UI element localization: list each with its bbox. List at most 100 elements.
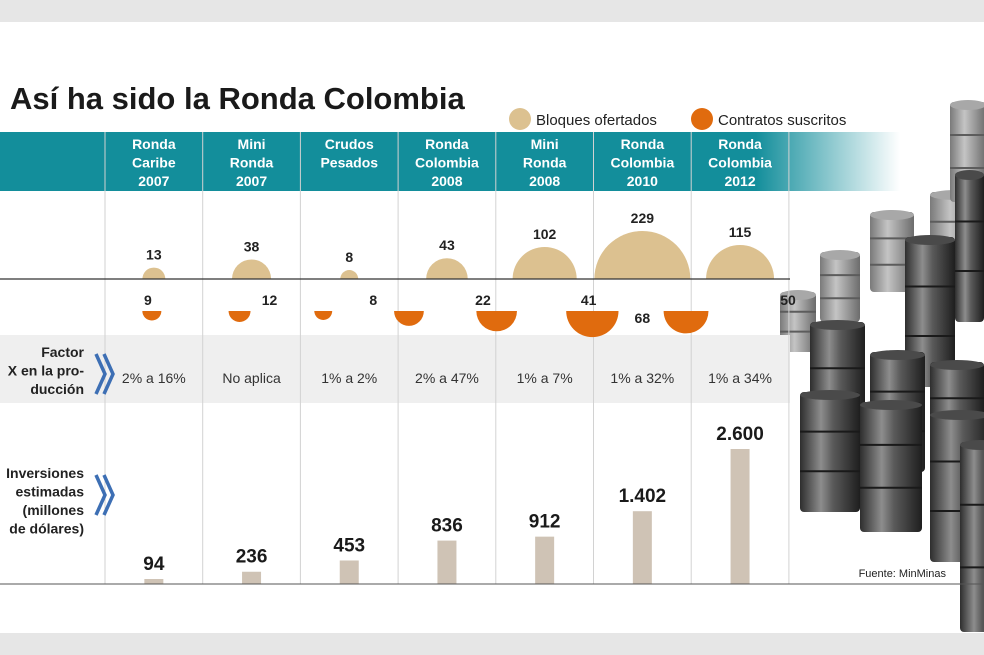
row-labels: Factor X en la pro-ducción Inversiones esti… bbox=[6, 344, 115, 537]
bubble-contratos-value: 9 bbox=[144, 292, 152, 308]
oil-barrel bbox=[955, 172, 984, 322]
oil-barrel-lid bbox=[930, 360, 984, 370]
bubble-bloques-value: 38 bbox=[244, 238, 260, 254]
factor-value: 1% a 2% bbox=[321, 370, 377, 386]
category-header-line: 2007 bbox=[138, 173, 169, 189]
factor-value: 1% a 32% bbox=[610, 370, 674, 386]
oil-barrel-lid bbox=[960, 440, 984, 450]
category-header: Ronda Colombia 2012 bbox=[708, 136, 772, 189]
oil-barrel-lid bbox=[905, 235, 955, 245]
bubble-bloques-ofertados bbox=[340, 270, 359, 279]
category-header-line: 2007 bbox=[236, 173, 267, 189]
inversiones-label-line: Inversiones bbox=[6, 465, 84, 481]
category-header-line: Ronda bbox=[621, 136, 665, 152]
bubble-bloques-ofertados bbox=[142, 267, 166, 279]
bubble-contratos-suscritos bbox=[566, 311, 619, 338]
factor-value: 1% a 7% bbox=[517, 370, 573, 386]
inversion-value: 836 bbox=[431, 516, 463, 537]
category-header-line: 2008 bbox=[529, 173, 560, 189]
bubble-bloques-ofertados bbox=[594, 231, 691, 279]
inversiones-label-line: estimadas bbox=[16, 484, 85, 500]
oil-barrel-lid bbox=[820, 250, 860, 260]
factor-row: 2% a 16% No aplica 1% a 2% 2% a 47% 1% a 7% 1… bbox=[122, 370, 772, 386]
bubble-contratos-value: 12 bbox=[262, 292, 278, 308]
bubble-bloques-ofertados bbox=[512, 246, 577, 279]
oil-barrel bbox=[820, 252, 860, 322]
category-header: Crudos Pesados bbox=[320, 136, 378, 171]
bubble-bloques-ofertados bbox=[231, 259, 272, 279]
category-header-line: Pesados bbox=[320, 155, 378, 171]
oil-barrel bbox=[800, 392, 860, 512]
source-note: Fuente: MinMinas bbox=[859, 568, 947, 580]
inversion-bar bbox=[144, 579, 164, 584]
legend-swatch-contratos bbox=[691, 108, 713, 130]
bubble-contratos-suscritos bbox=[394, 311, 424, 326]
bubble-contratos-value: 68 bbox=[635, 310, 651, 326]
inversion-value: 912 bbox=[529, 512, 561, 533]
chevron-right-icon bbox=[102, 353, 115, 395]
category-header-line: Ronda bbox=[425, 136, 469, 152]
bubble-bloques-value: 102 bbox=[533, 226, 557, 242]
category-header-line: Colombia bbox=[708, 155, 772, 171]
chevron-right-icon bbox=[102, 474, 115, 516]
oil-barrels-image bbox=[780, 100, 984, 632]
category-header-line: Mini bbox=[531, 136, 559, 152]
legend-label-contratos: Contratos suscritos bbox=[718, 112, 846, 129]
inversion-bar bbox=[535, 536, 555, 584]
bubble-bloques-ofertados bbox=[426, 258, 468, 279]
oil-barrel-lid bbox=[860, 400, 922, 410]
oil-barrel-lid bbox=[955, 170, 984, 180]
infographic: Así ha sido la Ronda Colombia Bloques of… bbox=[0, 22, 984, 633]
category-header-line: Ronda bbox=[523, 155, 567, 171]
bubble-bloques-value: 8 bbox=[345, 249, 353, 265]
inversiones-chevrons bbox=[94, 474, 115, 516]
bubble-chart: 13 38 8 43 102 229 115 9 12 8 22 41 68 50 bbox=[142, 210, 796, 338]
chevron-right-icon bbox=[94, 353, 107, 395]
inversion-bar bbox=[730, 449, 750, 584]
chart-title: Así ha sido la Ronda Colombia bbox=[10, 81, 465, 116]
inversiones-label-line: de dólares) bbox=[9, 521, 84, 537]
factor-chevrons bbox=[94, 353, 115, 395]
inversion-bar bbox=[242, 571, 262, 584]
bubble-contratos-value: 22 bbox=[475, 292, 491, 308]
bubble-contratos-value: 8 bbox=[369, 292, 377, 308]
bubble-bloques-ofertados bbox=[706, 245, 775, 279]
chevron-right-icon bbox=[94, 474, 107, 516]
oil-barrel-lid bbox=[810, 320, 865, 330]
inversiones-bars: 94 236 453 836 912 1.402 2.600 bbox=[143, 424, 764, 584]
bubble-contratos-suscritos bbox=[228, 311, 251, 322]
legend: Bloques ofertados Contratos suscritos bbox=[509, 108, 846, 130]
factor-label-line: X en la pro- bbox=[8, 363, 85, 379]
factor-label-line: ducción bbox=[30, 381, 84, 397]
bubble-contratos-suscritos bbox=[142, 311, 162, 321]
category-header-line: Ronda bbox=[718, 136, 762, 152]
factor-label-line: Factor bbox=[41, 344, 84, 360]
category-header-line: Ronda bbox=[230, 155, 274, 171]
inversiones-label: Inversiones estimadas (millones de dólares) bbox=[6, 465, 84, 537]
oil-barrel-lid bbox=[930, 410, 984, 420]
category-header: Mini Ronda 2008 bbox=[523, 136, 567, 189]
factor-value: 1% a 34% bbox=[708, 370, 772, 386]
factor-value: No aplica bbox=[222, 370, 281, 386]
factor-value: 2% a 47% bbox=[415, 370, 479, 386]
category-header: Mini Ronda 2007 bbox=[230, 136, 274, 189]
legend-swatch-bloques bbox=[509, 108, 531, 130]
bubble-bloques-value: 43 bbox=[439, 237, 455, 253]
factor-value: 2% a 16% bbox=[122, 370, 186, 386]
category-header: Ronda Colombia 2010 bbox=[610, 136, 674, 189]
category-header: Ronda Colombia 2008 bbox=[415, 136, 479, 189]
inversion-value: 94 bbox=[143, 554, 165, 575]
factor-label: Factor X en la pro-ducción bbox=[8, 344, 85, 397]
bubble-contratos-value: 50 bbox=[780, 292, 796, 308]
bubble-contratos-suscritos bbox=[314, 311, 333, 320]
bubble-bloques-value: 115 bbox=[729, 224, 752, 240]
oil-barrel-lid bbox=[870, 210, 914, 220]
inversion-value: 1.402 bbox=[619, 486, 667, 507]
category-header-line: 2010 bbox=[627, 173, 658, 189]
inversion-value: 2.600 bbox=[716, 424, 764, 445]
category-header-line: Caribe bbox=[132, 155, 176, 171]
category-headers: Ronda Caribe 2007 Mini Ronda 2007 Crudos Pesado… bbox=[132, 136, 772, 189]
chart: Así ha sido la Ronda Colombia Bloques of… bbox=[0, 81, 984, 632]
inversion-value: 453 bbox=[333, 535, 365, 556]
inversion-value: 236 bbox=[236, 547, 268, 568]
